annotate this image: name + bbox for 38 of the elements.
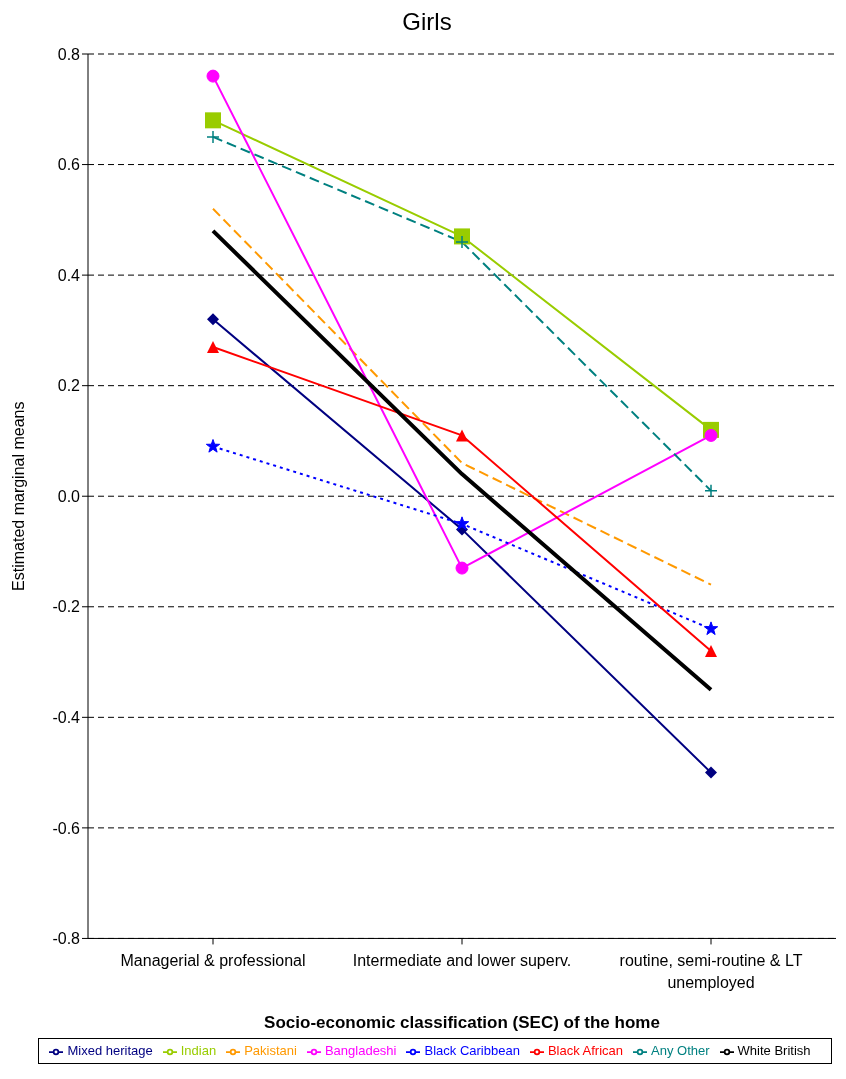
y-tick-label: -0.2 xyxy=(52,598,81,616)
y-tick-label: 0.6 xyxy=(57,156,81,174)
y-tick-label: 0.8 xyxy=(57,45,81,63)
y-tick-label: -0.4 xyxy=(52,709,81,727)
y-tick-label: -0.6 xyxy=(52,819,81,837)
point xyxy=(205,112,221,129)
point xyxy=(704,483,718,498)
point xyxy=(455,235,469,249)
y-tick-label: 0.4 xyxy=(57,266,81,284)
y-tick-label: 0.0 xyxy=(57,487,81,505)
point xyxy=(705,766,717,779)
x-tick-label: Intermediate and lower superv. xyxy=(352,952,572,970)
legend-label: Pakistani xyxy=(244,1043,297,1059)
point xyxy=(454,516,470,531)
legend-label: Indian xyxy=(180,1043,217,1059)
legend-label: Mixed heritage xyxy=(67,1043,153,1059)
point xyxy=(703,621,719,636)
legend-label: Bangladeshi xyxy=(324,1043,397,1059)
legend-label: Black African xyxy=(547,1043,624,1059)
x-tick-label: Managerial & professional xyxy=(120,952,306,970)
y-axis-title: Estimated marginal means xyxy=(9,401,27,591)
point xyxy=(456,429,468,442)
chart-title: Girls xyxy=(401,8,453,37)
point xyxy=(206,69,220,83)
x-axis-title: Socio-economic classification (SEC) of the home xyxy=(264,1013,660,1033)
point xyxy=(205,438,221,453)
y-tick-label: 0.2 xyxy=(57,377,81,395)
x-tick-label: routine, semi-routine & LT unemployed xyxy=(619,952,803,992)
point xyxy=(704,428,718,442)
legend-label: Any Other xyxy=(651,1043,710,1059)
point xyxy=(207,340,219,353)
legend-label: White British xyxy=(737,1043,811,1059)
y-tick-label: -0.8 xyxy=(52,930,81,948)
legend-label: Black Caribbean xyxy=(424,1043,520,1059)
point xyxy=(455,561,469,575)
point xyxy=(206,130,220,144)
point xyxy=(207,313,219,326)
point xyxy=(705,645,717,657)
